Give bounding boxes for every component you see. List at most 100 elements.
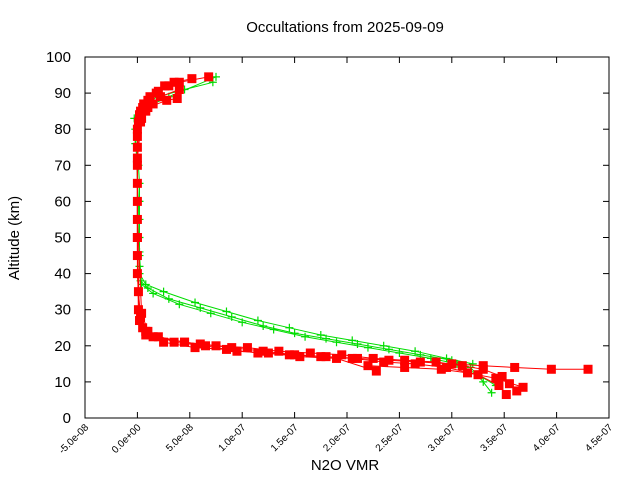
x-tick-label: 5.0e-08 — [164, 422, 196, 454]
data-point — [132, 124, 142, 134]
y-tick-label: 50 — [54, 230, 71, 247]
x-tick-label: 0.0e+00 — [110, 422, 144, 456]
data-point — [258, 346, 268, 356]
data-point — [410, 359, 420, 369]
data-point — [232, 346, 242, 356]
data-point — [159, 287, 168, 296]
data-point — [347, 353, 357, 363]
x-tick-label: -5.0e-08 — [57, 422, 91, 456]
data-layer — [130, 72, 593, 400]
data-point — [316, 352, 326, 362]
data-point — [442, 362, 452, 372]
data-point — [143, 326, 153, 336]
data-point — [400, 355, 410, 365]
data-point — [501, 390, 511, 400]
series-green-profiles — [130, 72, 500, 397]
data-point — [379, 341, 388, 350]
data-point — [263, 348, 273, 358]
data-point — [431, 357, 441, 367]
series-red-profiles — [132, 72, 593, 400]
data-point — [174, 77, 184, 87]
y-tick-label: 60 — [54, 193, 71, 210]
y-tick-label: 30 — [54, 302, 71, 319]
data-point — [284, 350, 294, 360]
data-point — [363, 361, 373, 371]
y-tick-label: 10 — [54, 374, 71, 391]
y-tick-label: 100 — [46, 49, 71, 66]
y-tick-label: 80 — [54, 121, 71, 138]
data-point — [153, 332, 163, 342]
data-point — [368, 353, 378, 363]
data-point — [512, 386, 522, 396]
x-tick-label: 4.0e-07 — [531, 422, 563, 454]
data-point — [190, 343, 200, 353]
data-point — [204, 72, 214, 82]
data-point — [348, 336, 357, 345]
chart-title: Occultations from 2025-09-09 — [246, 19, 444, 36]
data-point — [148, 332, 158, 342]
x-tick-label: 4.5e-07 — [583, 422, 615, 454]
data-point — [463, 368, 473, 378]
x-axis-label: N2O VMR — [311, 457, 380, 474]
x-tick-label: 3.5e-07 — [479, 422, 511, 454]
axis-ticks: 0 10 20 30 40 50 60 70 80 90 100 -5.0e-08 0.0e+00 5.0… — [46, 49, 615, 456]
data-point — [134, 316, 144, 326]
data-point — [415, 357, 425, 367]
data-point — [253, 316, 262, 325]
data-point — [363, 343, 372, 352]
data-point — [510, 362, 520, 372]
data-point — [242, 343, 252, 353]
y-axis-label: Altitude (km) — [6, 196, 23, 280]
data-point — [174, 84, 184, 94]
x-tick-label: 1.0e-07 — [217, 422, 249, 454]
data-point — [169, 337, 179, 347]
x-tick-label: 1.5e-07 — [269, 422, 301, 454]
data-point — [436, 364, 446, 374]
data-point — [253, 348, 263, 358]
data-point — [494, 381, 504, 391]
data-point — [259, 321, 268, 330]
data-point — [295, 352, 305, 362]
data-point — [187, 74, 197, 84]
data-point — [371, 366, 381, 376]
x-tick-label: 3.0e-07 — [426, 422, 458, 454]
y-tick-label: 20 — [54, 338, 71, 355]
data-point — [442, 354, 451, 363]
data-point — [379, 357, 389, 367]
x-tick-label: 2.0e-07 — [321, 422, 353, 454]
data-point — [180, 337, 190, 347]
x-tick-label: 2.5e-07 — [374, 422, 406, 454]
data-point — [301, 332, 310, 341]
data-point — [132, 153, 142, 163]
data-point — [169, 77, 179, 87]
data-point — [238, 318, 247, 327]
data-point — [468, 359, 477, 368]
data-point — [395, 349, 404, 358]
data-point — [332, 353, 342, 363]
data-point — [137, 113, 147, 123]
data-point — [479, 377, 488, 386]
data-point — [137, 308, 147, 318]
data-point — [222, 307, 231, 316]
data-point — [290, 329, 299, 338]
data-point — [143, 95, 153, 105]
data-point — [285, 323, 294, 332]
plot-frame — [84, 56, 610, 419]
data-point — [487, 388, 496, 397]
data-point — [132, 233, 142, 242]
data-point — [316, 330, 325, 339]
data-point — [411, 347, 420, 356]
data-point — [159, 337, 169, 347]
data-point — [143, 103, 153, 113]
y-tick-label: 70 — [54, 157, 71, 174]
data-point — [305, 348, 315, 358]
data-point — [211, 341, 221, 351]
profile-line — [136, 76, 588, 370]
data-point — [160, 81, 170, 91]
y-tick-label: 0 — [63, 410, 71, 427]
y-tick-label: 90 — [54, 85, 71, 102]
data-point — [191, 298, 200, 307]
y-tick-label: 40 — [54, 266, 71, 283]
data-point — [491, 373, 501, 383]
